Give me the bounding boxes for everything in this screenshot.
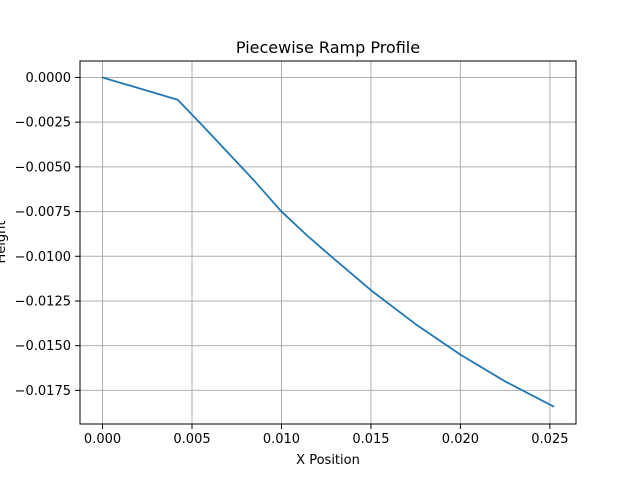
x-axis-label: X Position [296, 453, 360, 468]
y-tick-label: −0.0050 [15, 160, 71, 175]
y-tick-label: −0.0075 [15, 205, 71, 220]
y-tick-label: −0.0025 [15, 116, 71, 131]
y-axis-label: Height [0, 221, 9, 264]
x-tick-label: 0.000 [84, 432, 121, 447]
y-tick-label: −0.0150 [15, 339, 71, 354]
x-tick-label: 0.010 [263, 432, 300, 447]
chart-title: Piecewise Ramp Profile [236, 38, 420, 57]
x-axis-ticks: 0.000 0.005 0.010 0.015 0.020 0.025 [84, 424, 568, 447]
y-tick-label: 0.0000 [26, 71, 72, 86]
grid-lines [80, 61, 576, 424]
y-tick-label: −0.0175 [15, 384, 71, 399]
y-tick-label: −0.0100 [15, 250, 71, 265]
series-line [101, 76, 555, 408]
x-tick-label: 0.015 [352, 432, 389, 447]
x-tick-label: 0.025 [531, 432, 568, 447]
x-tick-label: 0.020 [442, 432, 479, 447]
plot-frame [79, 60, 577, 425]
series-layer [101, 76, 555, 408]
y-tick-label: −0.0125 [15, 294, 71, 309]
x-tick-label: 0.005 [173, 432, 210, 447]
y-axis-ticks: 0.0000 −0.0025 −0.0050 −0.0075 −0.0100 −0.012… [15, 71, 80, 399]
